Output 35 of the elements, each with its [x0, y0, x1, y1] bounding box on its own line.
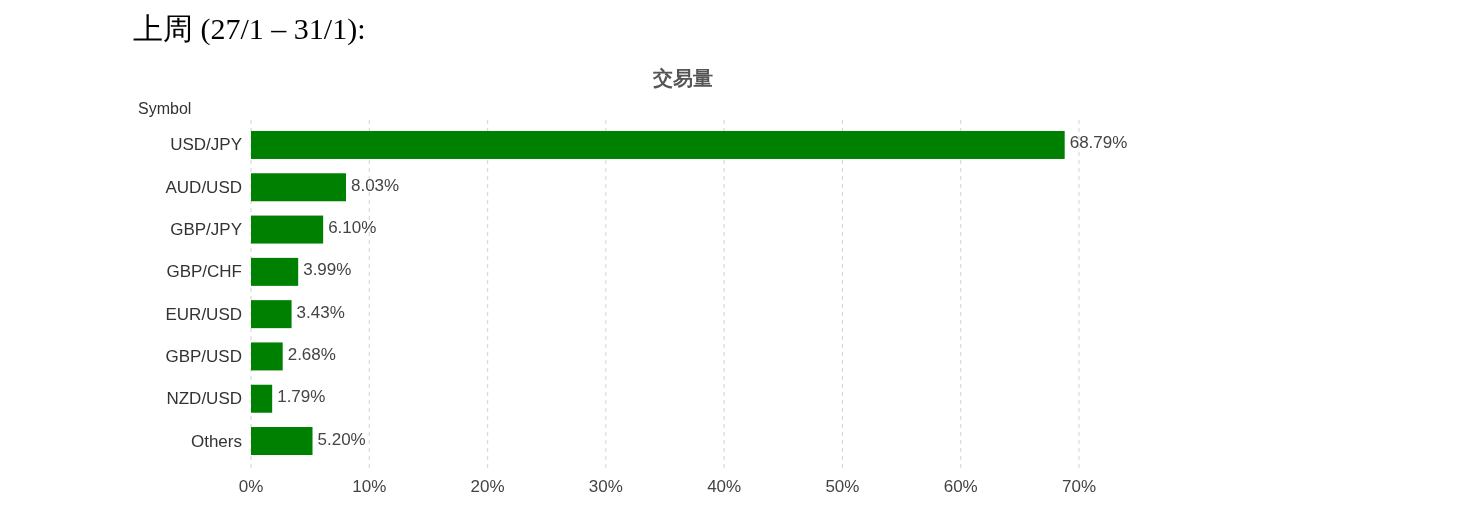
bar: [251, 300, 292, 329]
y-axis-title: Symbol: [138, 100, 192, 117]
data-label: 8.03%: [350, 175, 400, 195]
x-tick-label: 40%: [707, 477, 742, 496]
x-tick-label: 30%: [588, 477, 623, 496]
y-tick-label: USD/JPY: [170, 135, 242, 155]
bar: [251, 130, 1065, 159]
bar: [251, 427, 313, 456]
data-label: 1.79%: [277, 387, 326, 407]
y-tick-label: GBP/USD: [165, 346, 242, 366]
y-tick-label: GBP/JPY: [170, 220, 242, 240]
y-tick-label: AUD/USD: [165, 177, 242, 197]
bar: [251, 342, 283, 371]
data-label: 3.99%: [303, 260, 352, 280]
data-label: 68.79%: [1069, 133, 1128, 153]
y-tick-label: Others: [190, 431, 242, 451]
data-label: 6.10%: [328, 218, 377, 238]
x-tick-label: 10%: [352, 477, 387, 496]
y-tick-label: GBP/CHF: [166, 262, 242, 282]
bar: [251, 257, 299, 286]
bar: [251, 173, 346, 202]
x-tick-label: 60%: [943, 477, 978, 496]
data-label: 5.20%: [317, 429, 366, 449]
bar: [251, 215, 324, 244]
data-label: 3.43%: [296, 302, 345, 322]
y-tick-label: EUR/USD: [165, 304, 242, 324]
x-tick-label: 70%: [1061, 477, 1097, 496]
x-tick-label: 20%: [470, 477, 505, 496]
data-label: 2.68%: [287, 344, 336, 364]
x-tick-label: 50%: [825, 477, 860, 496]
bar: [251, 384, 273, 413]
chart-subtitle: 交易量: [652, 67, 713, 89]
x-tick-label: 0%: [238, 477, 264, 496]
y-tick-label: NZD/USD: [166, 389, 242, 409]
chart-title: 上周 (27/1 – 31/1):: [133, 12, 366, 46]
